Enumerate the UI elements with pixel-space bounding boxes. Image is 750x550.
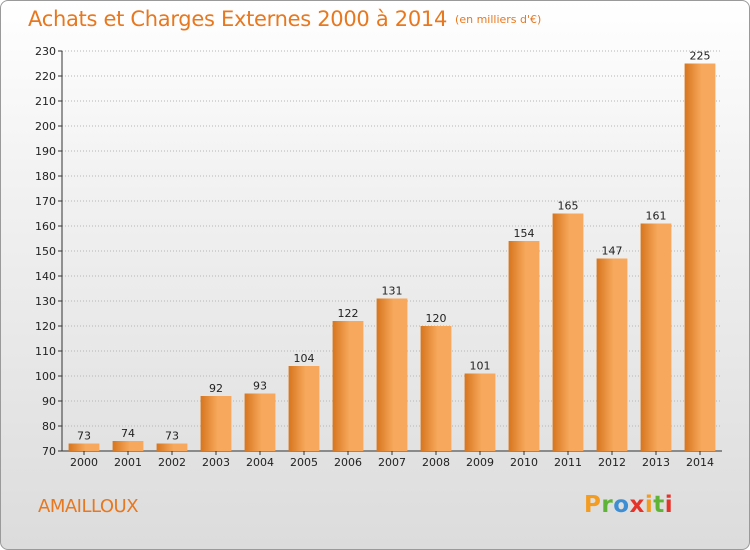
y-tick-label: 130 <box>35 295 56 308</box>
value-label: 73 <box>77 430 91 443</box>
x-tick-label: 2003 <box>202 456 230 469</box>
logo-letter: t <box>653 492 665 518</box>
x-tick-label: 2004 <box>246 456 274 469</box>
value-label: 93 <box>253 380 267 393</box>
bar-2011 <box>552 213 584 451</box>
value-label: 131 <box>382 285 403 298</box>
chart-title: Achats et Charges Externes 2000 à 2014 <box>28 7 448 31</box>
x-axis-ticks: 2000 2001 2002 2003 2004 2005 2006 2007 2008 2009… <box>70 451 714 469</box>
value-label: 73 <box>165 430 179 443</box>
bar-2005 <box>288 366 320 451</box>
bar-2010 <box>508 241 540 451</box>
x-tick-label: 2005 <box>290 456 318 469</box>
bar-2003 <box>200 396 232 451</box>
y-tick-label: 150 <box>35 245 56 258</box>
bars: 73 74 73 92 93 104 122 131 120 101 154 165 147 161 225 <box>68 50 716 451</box>
x-tick-label: 2011 <box>554 456 582 469</box>
bar-2004 <box>244 393 276 451</box>
x-tick-label: 2001 <box>114 456 142 469</box>
y-tick-label: 110 <box>35 345 56 358</box>
bar-2000 <box>68 443 100 451</box>
y-tick-label: 170 <box>35 195 56 208</box>
value-label: 101 <box>470 360 491 373</box>
value-label: 161 <box>646 210 667 223</box>
x-tick-label: 2008 <box>422 456 450 469</box>
y-tick-label: 120 <box>35 320 56 333</box>
y-tick-label: 180 <box>35 170 56 183</box>
logo-letter: P <box>584 492 602 518</box>
x-tick-label: 2010 <box>510 456 538 469</box>
y-tick-label: 70 <box>42 445 56 458</box>
bar-2012 <box>596 258 628 451</box>
town-name: AMAILLOUX <box>38 496 139 517</box>
value-label: 147 <box>602 245 623 258</box>
bar-2001 <box>112 441 144 451</box>
x-tick-label: 2006 <box>334 456 362 469</box>
proxiti-logo: Proxiti <box>584 492 673 518</box>
logo-letter: i <box>664 492 674 518</box>
bar-2002 <box>156 443 188 451</box>
value-label: 74 <box>121 427 135 440</box>
x-tick-label: 2000 <box>70 456 98 469</box>
y-tick-label: 90 <box>42 395 56 408</box>
value-label: 92 <box>209 382 223 395</box>
logo-letter: i <box>644 492 654 518</box>
x-tick-label: 2014 <box>686 456 714 469</box>
chart-subtitle: (en milliers d'€) <box>455 13 542 26</box>
bar-2013 <box>640 223 672 451</box>
y-tick-label: 220 <box>35 70 56 83</box>
value-label: 225 <box>690 50 711 63</box>
value-label: 122 <box>338 307 359 320</box>
x-tick-label: 2002 <box>158 456 186 469</box>
y-tick-label: 230 <box>35 45 56 58</box>
y-axis-ticks: 70 80 90 100 110 120 130 140 150 160 170 180 190 200 2… <box>35 45 62 458</box>
x-tick-label: 2009 <box>466 456 494 469</box>
x-tick-label: 2007 <box>378 456 406 469</box>
bar-2007 <box>376 298 408 451</box>
logo-letter: r <box>601 492 614 518</box>
y-tick-label: 210 <box>35 95 56 108</box>
logo-letter: x <box>629 492 645 518</box>
y-tick-label: 100 <box>35 370 56 383</box>
value-label: 104 <box>294 352 315 365</box>
y-tick-label: 140 <box>35 270 56 283</box>
bar-2006 <box>332 321 364 451</box>
bar-2014 <box>684 63 716 451</box>
y-tick-label: 160 <box>35 220 56 233</box>
title-row: Achats et Charges Externes 2000 à 2014 (e… <box>28 7 541 31</box>
x-tick-label: 2013 <box>642 456 670 469</box>
y-tick-label: 190 <box>35 145 56 158</box>
bar-2008 <box>420 326 452 451</box>
value-label: 165 <box>558 200 579 213</box>
y-tick-label: 200 <box>35 120 56 133</box>
x-tick-label: 2012 <box>598 456 626 469</box>
bar-2009 <box>464 373 496 451</box>
logo-letter: o <box>613 492 630 518</box>
value-label: 120 <box>426 312 447 325</box>
y-tick-label: 80 <box>42 420 56 433</box>
value-label: 154 <box>514 227 535 240</box>
